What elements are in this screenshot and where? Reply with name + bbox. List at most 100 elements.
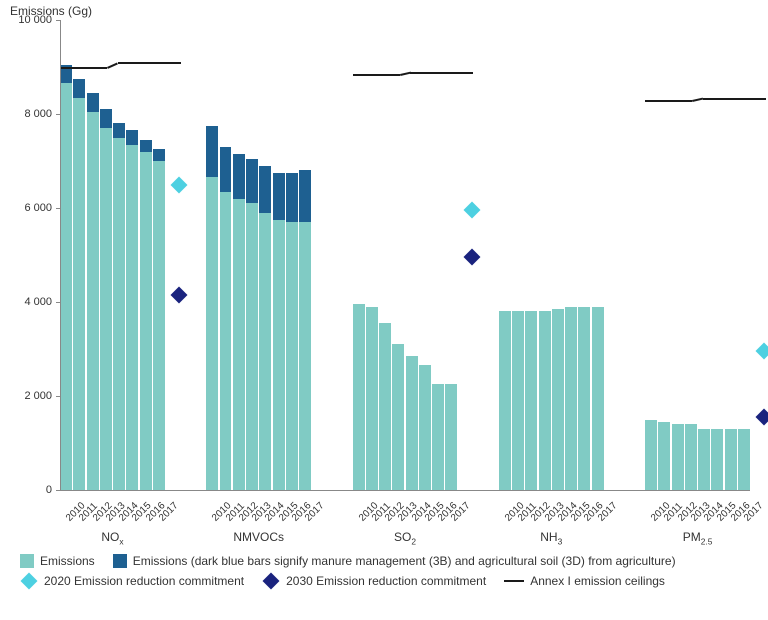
legend-swatch — [20, 554, 34, 568]
legend-item: 2030 Emission reduction commitment — [262, 574, 486, 588]
bar-segment-base — [259, 213, 271, 490]
legend-line-icon — [504, 580, 524, 582]
bar — [658, 20, 670, 490]
legend: Emissions Emissions (dark blue bars signi… — [20, 554, 750, 588]
bar — [512, 20, 524, 490]
bar-segment-base — [578, 307, 590, 490]
bar — [206, 20, 218, 490]
bar — [87, 20, 99, 490]
bar — [366, 20, 378, 490]
bar — [499, 20, 511, 490]
bar — [126, 20, 138, 490]
bar — [140, 20, 152, 490]
bar — [299, 20, 311, 490]
bar — [738, 20, 750, 490]
bar — [113, 20, 125, 490]
diamond-2020 — [171, 176, 188, 193]
group-label: NH3 — [540, 530, 562, 546]
y-tick-label: 10 000 — [18, 14, 52, 26]
emissions-chart: Emissions (Gg) 02 0004 0006 0008 00010 0… — [0, 0, 768, 620]
bar — [565, 20, 577, 490]
bar-segment-extra — [220, 147, 232, 192]
diamond-2030 — [756, 409, 768, 426]
bar-segment-base — [432, 384, 444, 490]
bar-segment-base — [60, 83, 72, 490]
bar-segment-base — [658, 422, 670, 490]
group-label: NOx — [101, 530, 123, 546]
bar-segment-base — [379, 323, 391, 490]
bar-segment-base — [366, 307, 378, 490]
pollutant-group — [499, 20, 604, 490]
diamond-2030 — [171, 286, 188, 303]
bar-segment-base — [220, 192, 232, 490]
bar-segment-base — [87, 112, 99, 490]
bar-segment-base — [592, 307, 604, 490]
bar — [592, 20, 604, 490]
bar — [273, 20, 285, 490]
y-tick-label: 8 000 — [24, 108, 52, 120]
y-tick-label: 0 — [46, 484, 52, 496]
bar-segment-base — [392, 344, 404, 490]
bar — [153, 20, 165, 490]
bar-segment-base — [126, 145, 138, 490]
bar — [353, 20, 365, 490]
bar-segment-base — [113, 138, 125, 491]
bar-segment-base — [725, 429, 737, 490]
legend-diamond-icon — [21, 573, 38, 590]
bar-segment-extra — [153, 149, 165, 161]
bar — [432, 20, 444, 490]
legend-text: 2020 Emission reduction commitment — [44, 574, 244, 588]
bar — [73, 20, 85, 490]
bar — [286, 20, 298, 490]
bar-segment-base — [273, 220, 285, 490]
y-tick-label: 2 000 — [24, 390, 52, 402]
diamond-2020 — [756, 343, 768, 360]
bar-segment-base — [406, 356, 418, 490]
bar-segment-base — [206, 177, 218, 490]
pollutant-group — [353, 20, 458, 490]
legend-item: Emissions — [20, 554, 95, 568]
bar — [406, 20, 418, 490]
bar-segment-base — [73, 98, 85, 490]
bar-segment-base — [100, 128, 112, 490]
bar-segment-base — [512, 311, 524, 490]
bar — [379, 20, 391, 490]
bar-segment-extra — [273, 173, 285, 220]
legend-item: Annex I emission ceilings — [504, 574, 665, 588]
bar-segment-extra — [286, 173, 298, 222]
bar — [711, 20, 723, 490]
bar — [60, 20, 72, 490]
bar — [233, 20, 245, 490]
bar-segment-base — [738, 429, 750, 490]
ceiling-line — [118, 62, 181, 64]
bar-segment-base — [645, 420, 657, 491]
bar-segment-base — [525, 311, 537, 490]
bar — [645, 20, 657, 490]
legend-text: 2030 Emission reduction commitment — [286, 574, 486, 588]
bar-segment-base — [685, 424, 697, 490]
bar-segment-extra — [73, 79, 85, 98]
bar — [100, 20, 112, 490]
bar-segment-base — [445, 384, 457, 490]
bar-segment-base — [299, 222, 311, 490]
bar — [725, 20, 737, 490]
ceiling-line — [60, 67, 107, 69]
bar-segment-extra — [87, 93, 99, 112]
bar-segment-base — [419, 365, 431, 490]
group-label: SO2 — [394, 530, 416, 546]
legend-item: Emissions (dark blue bars signify manure… — [113, 554, 676, 568]
y-tick-label: 4 000 — [24, 296, 52, 308]
legend-diamond-icon — [263, 573, 280, 590]
bar — [259, 20, 271, 490]
bar-segment-base — [233, 199, 245, 490]
pollutant-group — [206, 20, 311, 490]
group-label: NMVOCs — [233, 530, 284, 544]
bar — [246, 20, 258, 490]
pollutant-group — [645, 20, 750, 490]
bar-segment-extra — [259, 166, 271, 213]
bar-segment-extra — [126, 130, 138, 144]
bar-segment-extra — [246, 159, 258, 204]
bar-segment-base — [539, 311, 551, 490]
legend-swatch — [113, 554, 127, 568]
bar-segment-extra — [113, 123, 125, 137]
